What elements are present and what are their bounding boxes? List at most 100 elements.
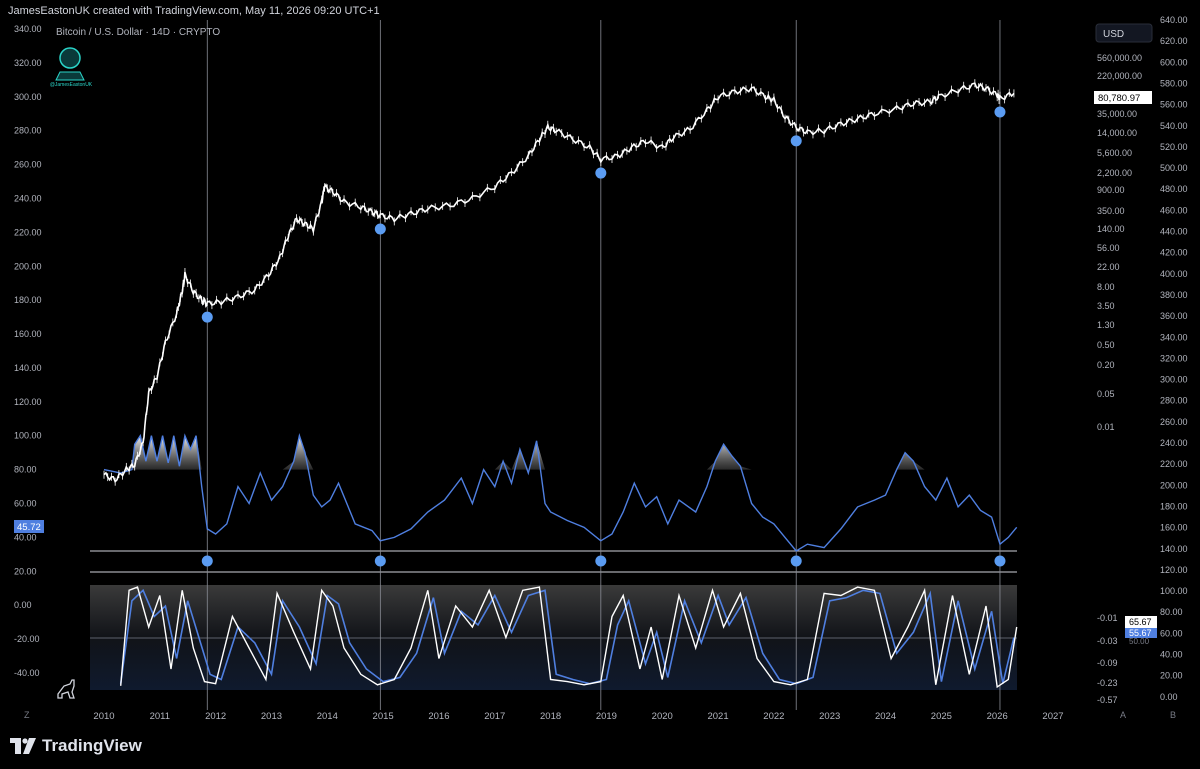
- left-tick: 140.00: [14, 363, 42, 373]
- log-tick: 560,000.00: [1097, 53, 1142, 63]
- left-tick: 340.00: [14, 24, 42, 34]
- right-tick: 420.00: [1160, 248, 1188, 258]
- left-tick: 300.00: [14, 92, 42, 102]
- cycle-marker-bottom-0: [201, 555, 213, 567]
- left-axis[interactable]: 340.00 320.00 300.00 280.00 260.00 240.00 220.…: [14, 24, 42, 678]
- left-tick: 100.00: [14, 431, 42, 441]
- log-tick: 3.50: [1097, 301, 1115, 311]
- stoch-tick: -0.57: [1097, 695, 1118, 705]
- right-tick: 360.00: [1160, 311, 1188, 321]
- log-tick: 35,000.00: [1097, 109, 1137, 119]
- right-axis[interactable]: 640.00 620.00 600.00 580.00 560.00 540.00 520.…: [1160, 15, 1188, 702]
- symbol-title: Bitcoin / U.S. Dollar · 14D · CRYPTO: [56, 27, 220, 38]
- x-tick: 2017: [484, 711, 505, 722]
- cycle-markers: [201, 106, 1006, 567]
- stoch-d-line: [119, 588, 1015, 685]
- author-badge: @JamesEastonUK: [46, 42, 96, 88]
- x-tick: 2014: [317, 711, 338, 722]
- right-tick: 200.00: [1160, 480, 1188, 490]
- log-tick: 350.00: [1097, 206, 1125, 216]
- x-tick: 2011: [150, 711, 170, 722]
- right-tick: 160.00: [1160, 523, 1188, 533]
- left-tick: 40.00: [14, 532, 37, 542]
- left-tick: 200.00: [14, 261, 42, 271]
- log-tick: 14,000.00: [1097, 128, 1137, 138]
- corner-z[interactable]: Z: [24, 710, 30, 720]
- right-tick: 620.00: [1160, 36, 1188, 46]
- left-tick: 320.00: [14, 58, 42, 68]
- left-tick: 120.00: [14, 397, 42, 407]
- x-tick: 2026: [987, 711, 1008, 722]
- stoch-tick: -0.01: [1097, 613, 1118, 623]
- stoch-k-line: [120, 586, 1018, 689]
- cycle-lines: [206, 20, 1001, 710]
- x-tick: 2020: [652, 711, 673, 722]
- x-axis[interactable]: 2010 2011 2012 2013 2014 2015 2016 2017 2018 2019…: [93, 711, 1063, 722]
- right-tick: 100.00: [1160, 586, 1188, 596]
- corner-b[interactable]: B: [1170, 710, 1176, 720]
- right-tick: 260.00: [1160, 417, 1188, 427]
- left-tick: -40.00: [14, 668, 40, 678]
- right-tick: 580.00: [1160, 78, 1188, 88]
- x-tick: 2019: [596, 711, 617, 722]
- right-tick: 500.00: [1160, 163, 1188, 173]
- right-tick: 300.00: [1160, 375, 1188, 385]
- cycle-marker-bottom-2: [595, 555, 607, 567]
- log-tick: 0.05: [1097, 389, 1115, 399]
- stoch-tick: -0.09: [1097, 658, 1118, 668]
- left-tick: 0.00: [14, 600, 32, 610]
- left-tick: 280.00: [14, 126, 42, 136]
- x-tick: 2023: [819, 711, 840, 722]
- x-tick: 2022: [763, 711, 784, 722]
- cycle-marker-bottom-4: [994, 555, 1006, 567]
- dinosaur-icon[interactable]: [57, 679, 75, 699]
- stoch-hidden-label: 50.00: [1129, 637, 1150, 646]
- left-tick: 260.00: [14, 160, 42, 170]
- right-tick: 640.00: [1160, 15, 1188, 25]
- badge-handle: @JamesEastonUK: [50, 82, 93, 88]
- left-tick: -20.00: [14, 634, 40, 644]
- right-tick: 520.00: [1160, 142, 1188, 152]
- log-tick: 0.01: [1097, 422, 1115, 432]
- corner-a[interactable]: A: [1120, 710, 1126, 720]
- log-tick: 5,600.00: [1097, 148, 1132, 158]
- log-tick: 1.30: [1097, 320, 1115, 330]
- right-tick: 540.00: [1160, 121, 1188, 131]
- right-tick: 400.00: [1160, 269, 1188, 279]
- right-tick: 340.00: [1160, 332, 1188, 342]
- x-tick: 2024: [875, 711, 896, 722]
- right-tick: 120.00: [1160, 565, 1188, 575]
- stoch-d-label: 55.67: [1129, 628, 1152, 638]
- attribution-text: JamesEastonUK created with TradingView.c…: [8, 5, 380, 17]
- log-tick: 220,000.00: [1097, 71, 1142, 81]
- log-tick: 0.50: [1097, 340, 1115, 350]
- stoch-tick: -0.03: [1097, 636, 1118, 646]
- log-tick: 2,200.00: [1097, 168, 1132, 178]
- right-tick: 280.00: [1160, 396, 1188, 406]
- hooded-figure-icon: [59, 47, 81, 69]
- chart[interactable]: 340.00 320.00 300.00 280.00 260.00 240.00 220.…: [0, 0, 1200, 726]
- log-axis[interactable]: 560,000.00 220,000.00 35,000.00 14,000.00 5,…: [1097, 53, 1142, 432]
- left-tick: 180.00: [14, 295, 42, 305]
- right-tick: 180.00: [1160, 501, 1188, 511]
- currency-label[interactable]: USD: [1103, 29, 1124, 40]
- right-tick: 320.00: [1160, 353, 1188, 363]
- right-tick: 460.00: [1160, 205, 1188, 215]
- x-tick: 2027: [1042, 711, 1063, 722]
- right-tick: 140.00: [1160, 544, 1188, 554]
- x-tick: 2025: [931, 711, 952, 722]
- right-tick: 440.00: [1160, 227, 1188, 237]
- cycle-marker-top-3: [790, 135, 802, 147]
- log-tick: 0.20: [1097, 360, 1115, 370]
- x-tick: 2012: [205, 711, 226, 722]
- last-price-label: 80,780.97: [1098, 93, 1140, 104]
- tradingview-logo[interactable]: TradingView: [10, 736, 142, 756]
- x-tick: 2010: [93, 711, 114, 722]
- currency-button[interactable]: USD: [1095, 23, 1153, 43]
- stoch-axis[interactable]: -0.01 -0.03 -0.09 -0.23 -0.57: [1097, 613, 1118, 705]
- log-tick: 56.00: [1097, 243, 1120, 253]
- right-tick: 0.00: [1160, 692, 1178, 702]
- price-series: [103, 79, 1015, 486]
- stoch-k-badge: 65.67: [1125, 616, 1157, 628]
- right-tick: 560.00: [1160, 100, 1188, 110]
